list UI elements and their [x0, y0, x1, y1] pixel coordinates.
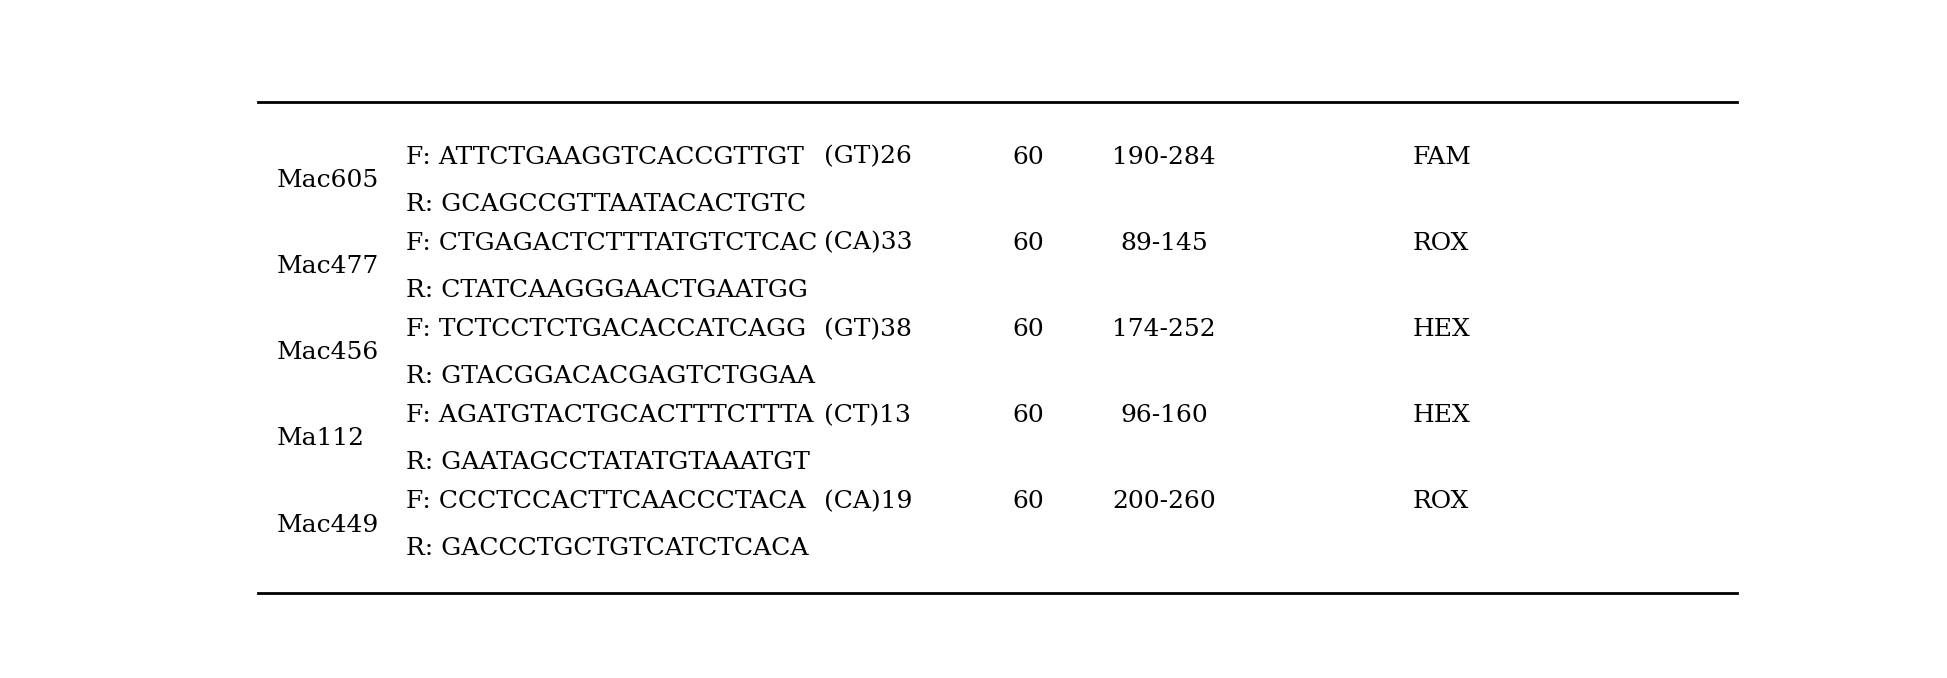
Text: 89-145: 89-145	[1120, 232, 1207, 255]
Text: Mac449: Mac449	[276, 514, 380, 536]
Text: (CA)19: (CA)19	[824, 490, 913, 513]
Text: (CT)13: (CT)13	[824, 404, 911, 427]
Text: FAM: FAM	[1414, 146, 1472, 169]
Text: 190-284: 190-284	[1112, 146, 1215, 169]
Text: 60: 60	[1012, 146, 1044, 169]
Text: (CA)33: (CA)33	[824, 232, 913, 255]
Text: Mac605: Mac605	[276, 169, 380, 192]
Text: (GT)38: (GT)38	[824, 318, 913, 341]
Text: HEX: HEX	[1414, 404, 1470, 427]
Text: F: CCCTCCACTTCAACCCTACA: F: CCCTCCACTTCAACCCTACA	[407, 490, 806, 513]
Text: R: GAATAGCCTATATGTAAATGT: R: GAATAGCCTATATGTAAATGT	[407, 451, 810, 474]
Text: F: CTGAGACTCTTTATGTCTCAC: F: CTGAGACTCTTTATGTCTCAC	[407, 232, 818, 255]
Text: R: GTACGGACACGAGTCTGGAA: R: GTACGGACACGAGTCTGGAA	[407, 365, 816, 388]
Text: ROX: ROX	[1414, 232, 1470, 255]
Text: R: CTATCAAGGGAACTGAATGG: R: CTATCAAGGGAACTGAATGG	[407, 279, 808, 302]
Text: 60: 60	[1012, 232, 1044, 255]
Text: ROX: ROX	[1414, 490, 1470, 513]
Text: 174-252: 174-252	[1112, 318, 1215, 341]
Text: 60: 60	[1012, 318, 1044, 341]
Text: 96-160: 96-160	[1120, 404, 1207, 427]
Text: HEX: HEX	[1414, 318, 1470, 341]
Text: F: ATTCTGAAGGTCACCGTTGT: F: ATTCTGAAGGTCACCGTTGT	[407, 146, 804, 169]
Text: 60: 60	[1012, 490, 1044, 513]
Text: 60: 60	[1012, 404, 1044, 427]
Text: R: GCAGCCGTTAATACACTGTC: R: GCAGCCGTTAATACACTGTC	[407, 193, 806, 216]
Text: (GT)26: (GT)26	[824, 146, 913, 169]
Text: R: GACCCTGCTGTCATCTCACA: R: GACCCTGCTGTCATCTCACA	[407, 537, 808, 560]
Text: Ma112: Ma112	[276, 427, 364, 450]
Text: Mac456: Mac456	[276, 341, 380, 364]
Text: Mac477: Mac477	[276, 255, 380, 278]
Text: F: AGATGTACTGCACTTTCTTTA: F: AGATGTACTGCACTTTCTTTA	[407, 404, 814, 427]
Text: F: TCTCCTCTGACACCATCAGG: F: TCTCCTCTGACACCATCAGG	[407, 318, 806, 341]
Text: 200-260: 200-260	[1112, 490, 1215, 513]
